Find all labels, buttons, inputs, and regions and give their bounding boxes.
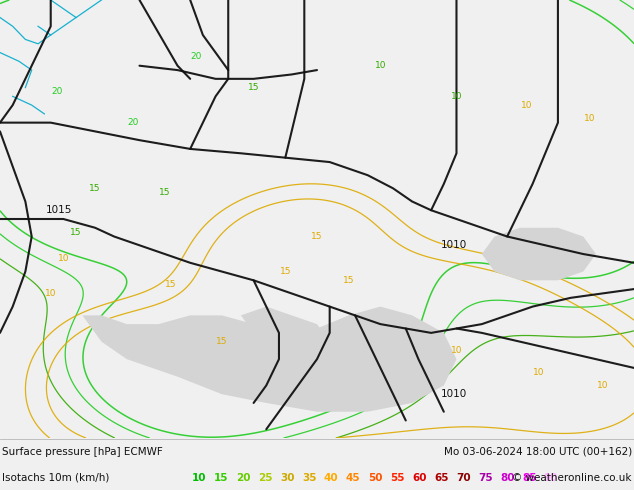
Text: Surface pressure [hPa] ECMWF: Surface pressure [hPa] ECMWF (2, 446, 163, 457)
Polygon shape (241, 307, 330, 377)
Polygon shape (82, 307, 456, 412)
Text: 35: 35 (302, 472, 316, 483)
Text: 20: 20 (191, 52, 202, 61)
Text: 15: 15 (248, 83, 259, 92)
Text: 30: 30 (280, 472, 295, 483)
Text: 50: 50 (368, 472, 382, 483)
Text: 15: 15 (89, 184, 101, 193)
Text: 15: 15 (159, 188, 171, 197)
Text: 10: 10 (45, 289, 56, 298)
Text: 10: 10 (451, 92, 462, 101)
Polygon shape (482, 228, 596, 280)
Text: 15: 15 (70, 228, 82, 237)
Text: 10: 10 (58, 254, 69, 263)
Text: 25: 25 (258, 472, 273, 483)
Text: © weatheronline.co.uk: © weatheronline.co.uk (512, 472, 632, 483)
Text: 15: 15 (311, 232, 323, 241)
Text: 10: 10 (451, 346, 462, 355)
Text: 10: 10 (533, 368, 545, 377)
Text: 15: 15 (343, 276, 354, 285)
Text: 65: 65 (434, 472, 448, 483)
Text: 90: 90 (544, 472, 559, 483)
Text: 55: 55 (390, 472, 404, 483)
Text: Isotachs 10m (km/h): Isotachs 10m (km/h) (2, 472, 110, 483)
Text: 20: 20 (236, 472, 250, 483)
Text: 10: 10 (597, 381, 608, 390)
Text: 1010: 1010 (441, 240, 467, 250)
Text: 80: 80 (500, 472, 515, 483)
Text: 1015: 1015 (46, 205, 73, 215)
Text: 10: 10 (375, 61, 386, 70)
Text: 20: 20 (127, 118, 139, 127)
Text: 60: 60 (412, 472, 427, 483)
Text: 20: 20 (51, 88, 63, 97)
Text: 70: 70 (456, 472, 470, 483)
Text: 75: 75 (478, 472, 493, 483)
Text: 10: 10 (521, 100, 532, 110)
Text: 15: 15 (216, 337, 228, 346)
Text: 15: 15 (214, 472, 228, 483)
Text: 40: 40 (324, 472, 339, 483)
Text: 85: 85 (522, 472, 536, 483)
Text: 45: 45 (346, 472, 361, 483)
Text: Mo 03-06-2024 18:00 UTC (00+162): Mo 03-06-2024 18:00 UTC (00+162) (444, 446, 632, 457)
Text: 10: 10 (584, 114, 595, 123)
Text: 15: 15 (280, 267, 291, 276)
Text: 1010: 1010 (441, 389, 467, 399)
Text: 15: 15 (165, 280, 177, 289)
Text: 10: 10 (192, 472, 207, 483)
